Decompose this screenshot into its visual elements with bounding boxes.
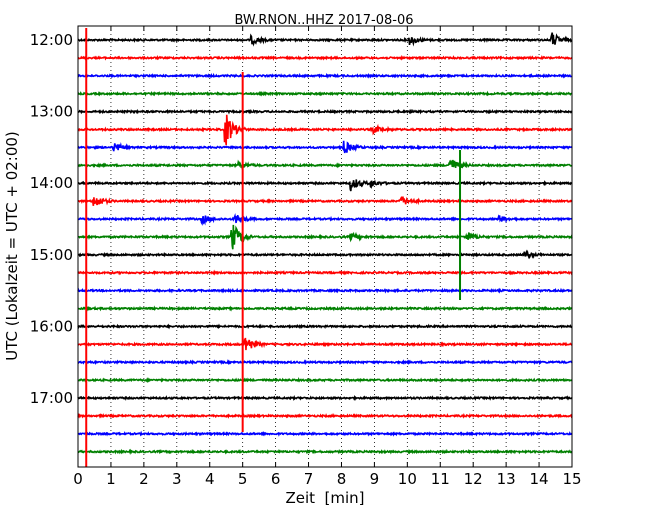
x-tick-label: 9 [370, 470, 380, 488]
trace-row [77, 269, 573, 276]
x-tick-label: 13 [497, 470, 516, 488]
trace-row [77, 394, 573, 402]
trace-row [77, 159, 573, 170]
trace-row [77, 140, 573, 154]
plot-frame [77, 25, 573, 468]
x-tick-label: 7 [304, 470, 314, 488]
trace-row [77, 249, 573, 260]
y-tick-label: 15:00 [30, 246, 73, 264]
y-tick-label: 12:00 [30, 31, 73, 49]
chart-title: BW.RNON..HHZ 2017-08-06 [234, 13, 413, 28]
y-tick-label: 17:00 [30, 389, 73, 407]
vertical-markers [85, 28, 462, 467]
x-tick-label: 1 [106, 470, 116, 488]
trace-row [77, 305, 573, 312]
x-tick-label: 4 [205, 470, 215, 488]
trace-row [77, 359, 573, 366]
trace-row [77, 114, 573, 146]
x-axis-label: Zeit [min] [285, 489, 364, 507]
trace-row [77, 32, 573, 47]
trace-row [77, 448, 573, 455]
trace-row [77, 376, 573, 384]
x-tick-label: 10 [398, 470, 417, 488]
x-tick-label: 6 [271, 470, 281, 488]
trace-row [77, 196, 573, 206]
trace-row [77, 54, 573, 61]
trace-row [77, 287, 573, 294]
trace-rows [77, 32, 573, 455]
grid-lines [78, 26, 572, 467]
x-tick-label: 11 [431, 470, 450, 488]
y-axis: 12:00 13:00 14:00 15:00 16:00 17:00 [30, 31, 572, 407]
x-tick-label: 2 [139, 470, 149, 488]
x-tick-label: 12 [464, 470, 483, 488]
trace-row [77, 224, 573, 250]
x-tick-label: 15 [562, 470, 581, 488]
y-axis-label: UTC (Lokalzeit = UTC + 02:00) [3, 131, 21, 361]
trace-row [77, 412, 573, 419]
trace-row [77, 108, 573, 115]
trace-row [77, 323, 573, 330]
x-tick-label: 5 [238, 470, 248, 488]
trace-row [77, 430, 573, 437]
x-tick-label: 0 [73, 470, 83, 488]
trace-row [77, 179, 573, 192]
x-tick-label: 8 [337, 470, 347, 488]
y-tick-label: 13:00 [30, 103, 73, 121]
trace-row [77, 72, 573, 79]
x-tick-label: 3 [172, 470, 182, 488]
y-tick-label: 16:00 [30, 317, 73, 335]
y-tick-label: 14:00 [30, 174, 73, 192]
trace-row [77, 337, 573, 351]
trace-row [77, 212, 573, 226]
trace-row [77, 90, 573, 97]
x-axis: 0 1 2 3 4 5 6 7 8 9 10 11 12 13 14 15 [73, 26, 582, 488]
x-tick-label: 14 [530, 470, 549, 488]
